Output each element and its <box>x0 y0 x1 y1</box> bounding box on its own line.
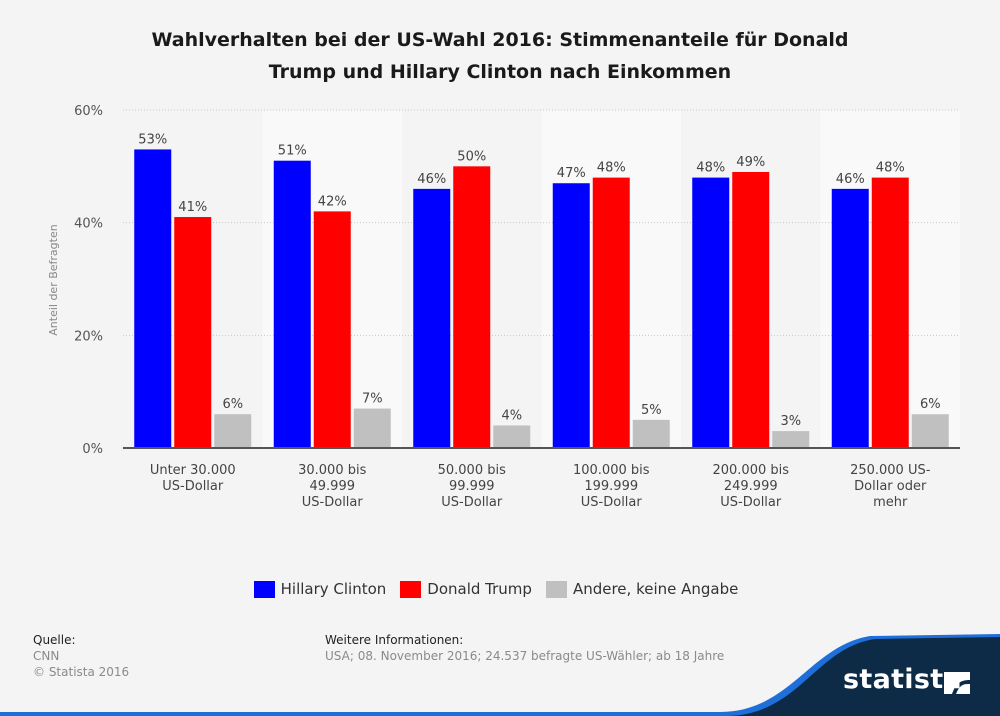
y-tick-label: 60% <box>74 104 103 119</box>
bar-donald-trump <box>174 217 212 448</box>
x-tick-label: Dollar oder <box>854 479 927 494</box>
y-tick-label: 20% <box>74 329 103 344</box>
data-label: 53% <box>138 132 167 147</box>
x-tick-label: 30.000 bis <box>298 463 366 478</box>
statista-logo-icon <box>944 672 970 694</box>
bar-hillary-clinton <box>134 149 172 448</box>
x-tick-label: US-Dollar <box>162 479 224 494</box>
data-label: 46% <box>836 172 865 187</box>
bar-hillary-clinton <box>692 177 730 448</box>
data-label: 5% <box>641 403 662 418</box>
info-block: Weitere Informationen: USA; 08. November… <box>325 632 725 664</box>
bar-hillary-clinton <box>413 188 451 448</box>
bar-chart: 0% 20% 40% 60% Anteil der Befragten 53% 41% 6% U… <box>47 104 960 510</box>
x-tick-label: mehr <box>873 495 908 510</box>
chart-title-line-1: Wahlverhalten bei der US-Wahl 2016: Stim… <box>151 29 849 51</box>
x-tick-label: US-Dollar <box>581 495 643 510</box>
data-label: 42% <box>318 194 347 209</box>
y-tick-label: 40% <box>74 217 103 232</box>
legend-swatch-other <box>545 580 567 598</box>
bar-donald-trump <box>871 177 909 448</box>
data-label: 41% <box>178 200 207 215</box>
bar-donald-trump <box>592 177 630 448</box>
data-label: 50% <box>457 149 486 164</box>
data-label: 48% <box>696 161 725 176</box>
copyright[interactable]: © Statista 2016 <box>33 665 130 679</box>
bar-donald-trump <box>732 171 770 448</box>
brand-banner <box>0 634 1000 716</box>
legend-swatch-trump <box>400 580 422 598</box>
x-tick-label: Unter 30.000 <box>150 463 236 478</box>
legend-label-clinton: Hillary Clinton <box>280 580 387 598</box>
bar-donald-trump <box>453 166 491 449</box>
bar-hillary-clinton <box>273 160 311 448</box>
y-tick-label: 0% <box>82 442 103 457</box>
x-tick-label: US-Dollar <box>302 495 364 510</box>
legend: Hillary Clinton Donald Trump Andere, kei… <box>0 580 1000 598</box>
data-label: 51% <box>278 144 307 159</box>
x-tick-label: 99.999 <box>449 479 495 494</box>
brand-dark-shape <box>728 637 1000 716</box>
source-heading: Quelle: <box>33 633 76 647</box>
info-heading: Weitere Informationen: <box>325 633 464 647</box>
bar-andere-keine-angabe <box>911 414 949 448</box>
source-value: CNN <box>33 649 60 663</box>
y-axis-label: Anteil der Befragten <box>47 224 60 335</box>
source-block: Quelle: CNN © Statista 2016 <box>33 632 129 680</box>
data-label: 6% <box>920 397 941 412</box>
statista-logo-text[interactable]: statista <box>843 664 962 695</box>
x-tick-label: 249.999 <box>724 479 778 494</box>
data-label: 7% <box>362 392 383 407</box>
chart-title-line-2: Trump und Hillary Clinton nach Einkommen <box>268 61 732 83</box>
legend-label-trump: Donald Trump <box>427 580 532 598</box>
data-label: 49% <box>736 155 765 170</box>
bar-andere-keine-angabe <box>632 419 670 448</box>
bar-donald-trump <box>313 211 351 448</box>
x-tick-label: US-Dollar <box>720 495 782 510</box>
data-label: 47% <box>557 166 586 181</box>
x-tick-label: 250.000 US- <box>850 463 931 478</box>
bar-andere-keine-angabe <box>214 414 252 448</box>
x-tick-label: US-Dollar <box>441 495 503 510</box>
bar-andere-keine-angabe <box>772 431 810 448</box>
legend-swatch-clinton <box>253 580 275 598</box>
bar-andere-keine-angabe <box>353 408 391 448</box>
legend-label-other: Andere, keine Angabe <box>572 580 739 598</box>
x-tick-label: 199.999 <box>584 479 638 494</box>
x-tick-label: 200.000 bis <box>712 463 789 478</box>
data-label: 6% <box>222 397 243 412</box>
bar-andere-keine-angabe <box>493 425 531 448</box>
x-tick-label: 49.999 <box>310 479 356 494</box>
chart-title: Wahlverhalten bei der US-Wahl 2016: Stim… <box>0 24 1000 88</box>
data-label: 46% <box>417 172 446 187</box>
legend-item-other[interactable]: Andere, keine Angabe <box>545 580 739 598</box>
info-value: USA; 08. November 2016; 24.537 befragte … <box>325 649 725 663</box>
bar-hillary-clinton <box>831 188 869 448</box>
legend-item-trump[interactable]: Donald Trump <box>400 580 532 598</box>
data-label: 48% <box>876 161 905 176</box>
data-label: 48% <box>597 161 626 176</box>
x-tick-label: 50.000 bis <box>438 463 506 478</box>
x-tick-label: 100.000 bis <box>573 463 650 478</box>
bar-hillary-clinton <box>552 183 590 448</box>
data-label: 3% <box>780 414 801 429</box>
data-label: 4% <box>501 408 522 423</box>
legend-item-clinton[interactable]: Hillary Clinton <box>253 580 387 598</box>
